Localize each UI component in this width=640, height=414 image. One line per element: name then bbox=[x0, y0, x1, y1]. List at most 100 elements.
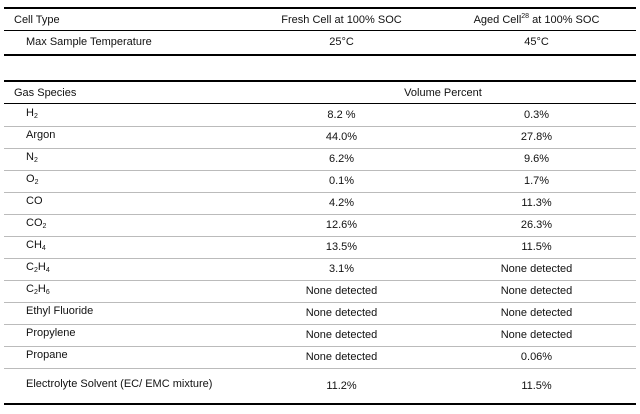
gas-species-label: O2 bbox=[26, 173, 38, 189]
header-aged-cell: Aged Cell28 at 100% SOC bbox=[437, 9, 636, 30]
aged-volume-value: None detected bbox=[500, 329, 573, 341]
fresh-volume-value: 0.1% bbox=[328, 175, 355, 187]
aged-volume-cell: 9.6% bbox=[437, 148, 636, 170]
aged-temp-value: 45°C bbox=[524, 36, 549, 48]
gas-species-sub1: 2 bbox=[33, 289, 38, 296]
fresh-volume-value: 11.2% bbox=[326, 379, 357, 392]
fresh-volume-value: 3.1% bbox=[328, 263, 355, 275]
gas-species-base: Propane bbox=[26, 349, 68, 361]
fresh-volume-value: 4.2% bbox=[328, 197, 355, 209]
gas-species-cell: CO2 bbox=[26, 214, 246, 236]
fresh-volume-cell: 13.5% bbox=[250, 236, 433, 258]
fresh-volume-value: 6.2% bbox=[328, 153, 355, 165]
max-temp-label: Max Sample Temperature bbox=[26, 36, 152, 48]
aged-volume-cell: 1.7% bbox=[437, 170, 636, 192]
fresh-volume-cell: None detected bbox=[250, 324, 433, 346]
gas-species-cell: CH4 bbox=[26, 236, 246, 258]
gas-species-label: CO bbox=[26, 195, 43, 211]
fresh-volume-value: None detected bbox=[305, 329, 378, 341]
fresh-volume-cell: 0.1% bbox=[250, 170, 433, 192]
row-separator bbox=[4, 148, 636, 149]
gas-species-label: Electrolyte Solvent (EC/ EMC mixture) bbox=[26, 378, 212, 394]
row-aged-temp: 45°C bbox=[437, 31, 636, 53]
row-separator bbox=[4, 280, 636, 281]
aged-volume-cell: 0.3% bbox=[437, 104, 636, 126]
header-aged-suffix: at 100% SOC bbox=[529, 14, 600, 26]
aged-volume-value: 1.7% bbox=[523, 175, 550, 187]
table-row: N2 6.2% 9.6% bbox=[4, 148, 636, 170]
fresh-volume-value: 13.5% bbox=[325, 241, 358, 253]
table-row: CO2 12.6% 26.3% bbox=[4, 214, 636, 236]
gas-species-base: Electrolyte Solvent (EC/ EMC mixture) bbox=[26, 377, 213, 390]
fresh-volume-cell: 11.2% bbox=[250, 368, 433, 403]
table1-header-row: Cell Type Fresh Cell at 100% SOC Aged Ce… bbox=[4, 9, 636, 30]
table-row: H2 8.2 % 0.3% bbox=[4, 104, 636, 126]
fresh-volume-cell: 8.2 % bbox=[250, 104, 433, 126]
gas-species-cell: C2H4 bbox=[26, 258, 246, 280]
fresh-temp-value: 25°C bbox=[329, 36, 354, 48]
row-separator bbox=[4, 258, 636, 259]
header-gas-species-label: Gas Species bbox=[14, 86, 77, 99]
aged-volume-cell: 27.8% bbox=[437, 126, 636, 148]
table1-top-rule bbox=[4, 7, 636, 9]
table2-top-rule bbox=[4, 80, 636, 82]
gas-species-cell: Propylene bbox=[26, 324, 246, 346]
gas-species-cell: Propane bbox=[26, 346, 246, 368]
gas-species-cell: Argon bbox=[26, 126, 246, 148]
fresh-volume-cell: 3.1% bbox=[250, 258, 433, 280]
header-gas-species: Gas Species bbox=[14, 82, 242, 103]
row-separator bbox=[4, 236, 636, 237]
aged-volume-value: None detected bbox=[500, 285, 573, 297]
aged-volume-value: 11.5% bbox=[521, 241, 552, 253]
row-separator bbox=[4, 302, 636, 303]
gas-species-cell: CO bbox=[26, 192, 246, 214]
gas-species-base: O bbox=[26, 173, 35, 185]
gas-species-label: CO2 bbox=[26, 217, 46, 233]
table-row: C2H6 None detected None detected bbox=[4, 280, 636, 302]
table-row: CO 4.2% 11.3% bbox=[4, 192, 636, 214]
header-volume-percent: Volume Percent bbox=[250, 82, 636, 103]
gas-species-sub1: 2 bbox=[33, 113, 38, 120]
row-separator bbox=[4, 214, 636, 215]
aged-volume-value: None detected bbox=[500, 307, 573, 319]
gas-species-label: C2H6 bbox=[26, 283, 50, 299]
gas-species-base: N bbox=[26, 151, 34, 163]
aged-volume-value: 11.3% bbox=[521, 197, 552, 209]
gas-species-mid: H bbox=[37, 283, 46, 295]
gas-species-label: Propylene bbox=[26, 327, 76, 343]
row-fresh-temp: 25°C bbox=[250, 31, 433, 53]
gas-species-base: Ethyl Fluoride bbox=[26, 305, 94, 317]
gas-species-sub1: 2 bbox=[42, 223, 47, 230]
gas-species-cell: H2 bbox=[26, 104, 246, 126]
header-cell-type-label: Cell Type bbox=[14, 13, 60, 26]
table2-header-rule bbox=[4, 103, 636, 104]
gas-species-mid: H bbox=[37, 261, 46, 273]
gas-species-label: H2 bbox=[26, 107, 38, 123]
table-row: Electrolyte Solvent (EC/ EMC mixture) 11.… bbox=[4, 368, 636, 403]
gas-species-base: CH bbox=[26, 239, 42, 251]
table-row: CH4 13.5% 11.5% bbox=[4, 236, 636, 258]
row-separator bbox=[4, 368, 636, 369]
aged-volume-value: 27.8% bbox=[520, 131, 553, 143]
aged-volume-cell: None detected bbox=[437, 280, 636, 302]
fresh-volume-cell: 4.2% bbox=[250, 192, 433, 214]
header-volume-percent-label: Volume Percent bbox=[404, 86, 482, 99]
header-cell-type: Cell Type bbox=[14, 9, 242, 30]
aged-volume-cell: 0.06% bbox=[437, 346, 636, 368]
table1-bottom-rule bbox=[4, 54, 636, 56]
gas-species-sub1: 2 bbox=[34, 179, 39, 186]
gas-species-cell: C2H6 bbox=[26, 280, 246, 302]
row-label-max-temp: Max Sample Temperature bbox=[26, 31, 246, 53]
table-row: Propane None detected 0.06% bbox=[4, 346, 636, 368]
aged-volume-cell: 11.5% bbox=[437, 236, 636, 258]
fresh-volume-value: 12.6% bbox=[325, 219, 358, 231]
gas-species-label: Ethyl Fluoride bbox=[26, 305, 93, 321]
gas-species-sub1: 4 bbox=[41, 245, 46, 252]
gas-species-base: C bbox=[26, 261, 34, 273]
fresh-volume-value: None detected bbox=[305, 307, 378, 319]
row-separator bbox=[4, 192, 636, 193]
gas-species-sub1: 2 bbox=[33, 267, 38, 274]
header-fresh-cell-label: Fresh Cell at 100% SOC bbox=[281, 13, 402, 26]
header-aged-footnote: 28 bbox=[521, 13, 530, 20]
row-separator bbox=[4, 346, 636, 347]
